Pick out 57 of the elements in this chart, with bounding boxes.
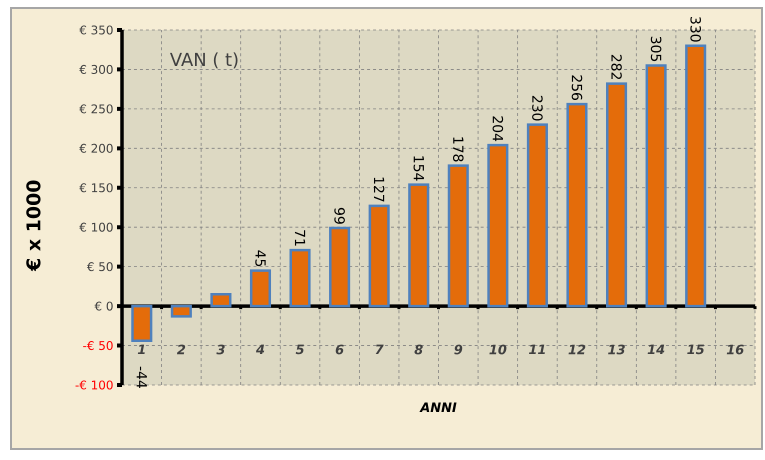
bar [250, 269, 272, 308]
bar [646, 64, 667, 308]
y-tick-label: € 200 [79, 144, 113, 153]
x-tick-label: 11 [528, 344, 545, 354]
data-label: 204 [492, 116, 504, 142]
data-label: 230 [532, 96, 543, 121]
bar [131, 304, 152, 342]
data-label: 71 [294, 230, 306, 246]
bar [368, 204, 390, 308]
data-label: 282 [611, 54, 622, 80]
bar [329, 226, 350, 308]
x-tick-label: 1 [138, 344, 145, 354]
x-tick-label: 8 [414, 344, 423, 354]
data-label: 154 [414, 156, 424, 181]
bar [408, 183, 430, 308]
x-tick-label: 3 [216, 344, 225, 354]
x-tick-label: 7 [376, 344, 384, 354]
bar [526, 123, 548, 308]
bar [487, 144, 508, 308]
x-tick-label: 4 [256, 344, 264, 354]
x-tick-label: 12 [568, 344, 586, 354]
y-tick-label: € 0 [94, 302, 113, 311]
x-axis-title: ANNI [419, 402, 456, 412]
x-tick-label: 9 [454, 344, 462, 354]
bar [606, 82, 628, 308]
x-tick-label: 14 [648, 344, 664, 354]
y-tick-label: € 350 [79, 25, 113, 35]
x-tick-label: 15 [687, 344, 704, 354]
data-label: 99 [334, 208, 345, 224]
y-tick-label: € 50 [86, 262, 113, 272]
y-tick-label: -€ 50 [83, 341, 113, 350]
bar [170, 304, 192, 318]
y-tick-label: € 250 [79, 104, 113, 114]
y-tick-label: € 300 [79, 64, 113, 74]
bar [289, 248, 311, 308]
bar [566, 102, 588, 308]
x-tick-label: 10 [489, 344, 506, 354]
x-tick-label: 13 [608, 344, 625, 354]
text: VAN ( t) [170, 52, 238, 68]
data-label: -44 [136, 366, 147, 388]
y-axis-title: € x 1000 [26, 180, 41, 272]
x-tick-label: 6 [336, 344, 344, 354]
x-tick-label: 2 [176, 344, 186, 354]
bar [210, 293, 232, 308]
data-label: 127 [374, 178, 384, 202]
bar [448, 164, 469, 308]
data-label: 305 [650, 36, 662, 62]
data-label: 45 [255, 250, 266, 266]
bar [685, 44, 706, 308]
y-tick-label: -€ 100 [76, 380, 113, 390]
data-label: 178 [453, 137, 464, 162]
y-tick-label: € 150 [79, 183, 113, 192]
x-tick-label: 16 [726, 344, 744, 354]
data-label: 330 [690, 17, 701, 42]
y-tick-label: € 100 [79, 222, 113, 232]
data-label: 256 [572, 75, 582, 100]
x-tick-label: 5 [296, 344, 304, 354]
